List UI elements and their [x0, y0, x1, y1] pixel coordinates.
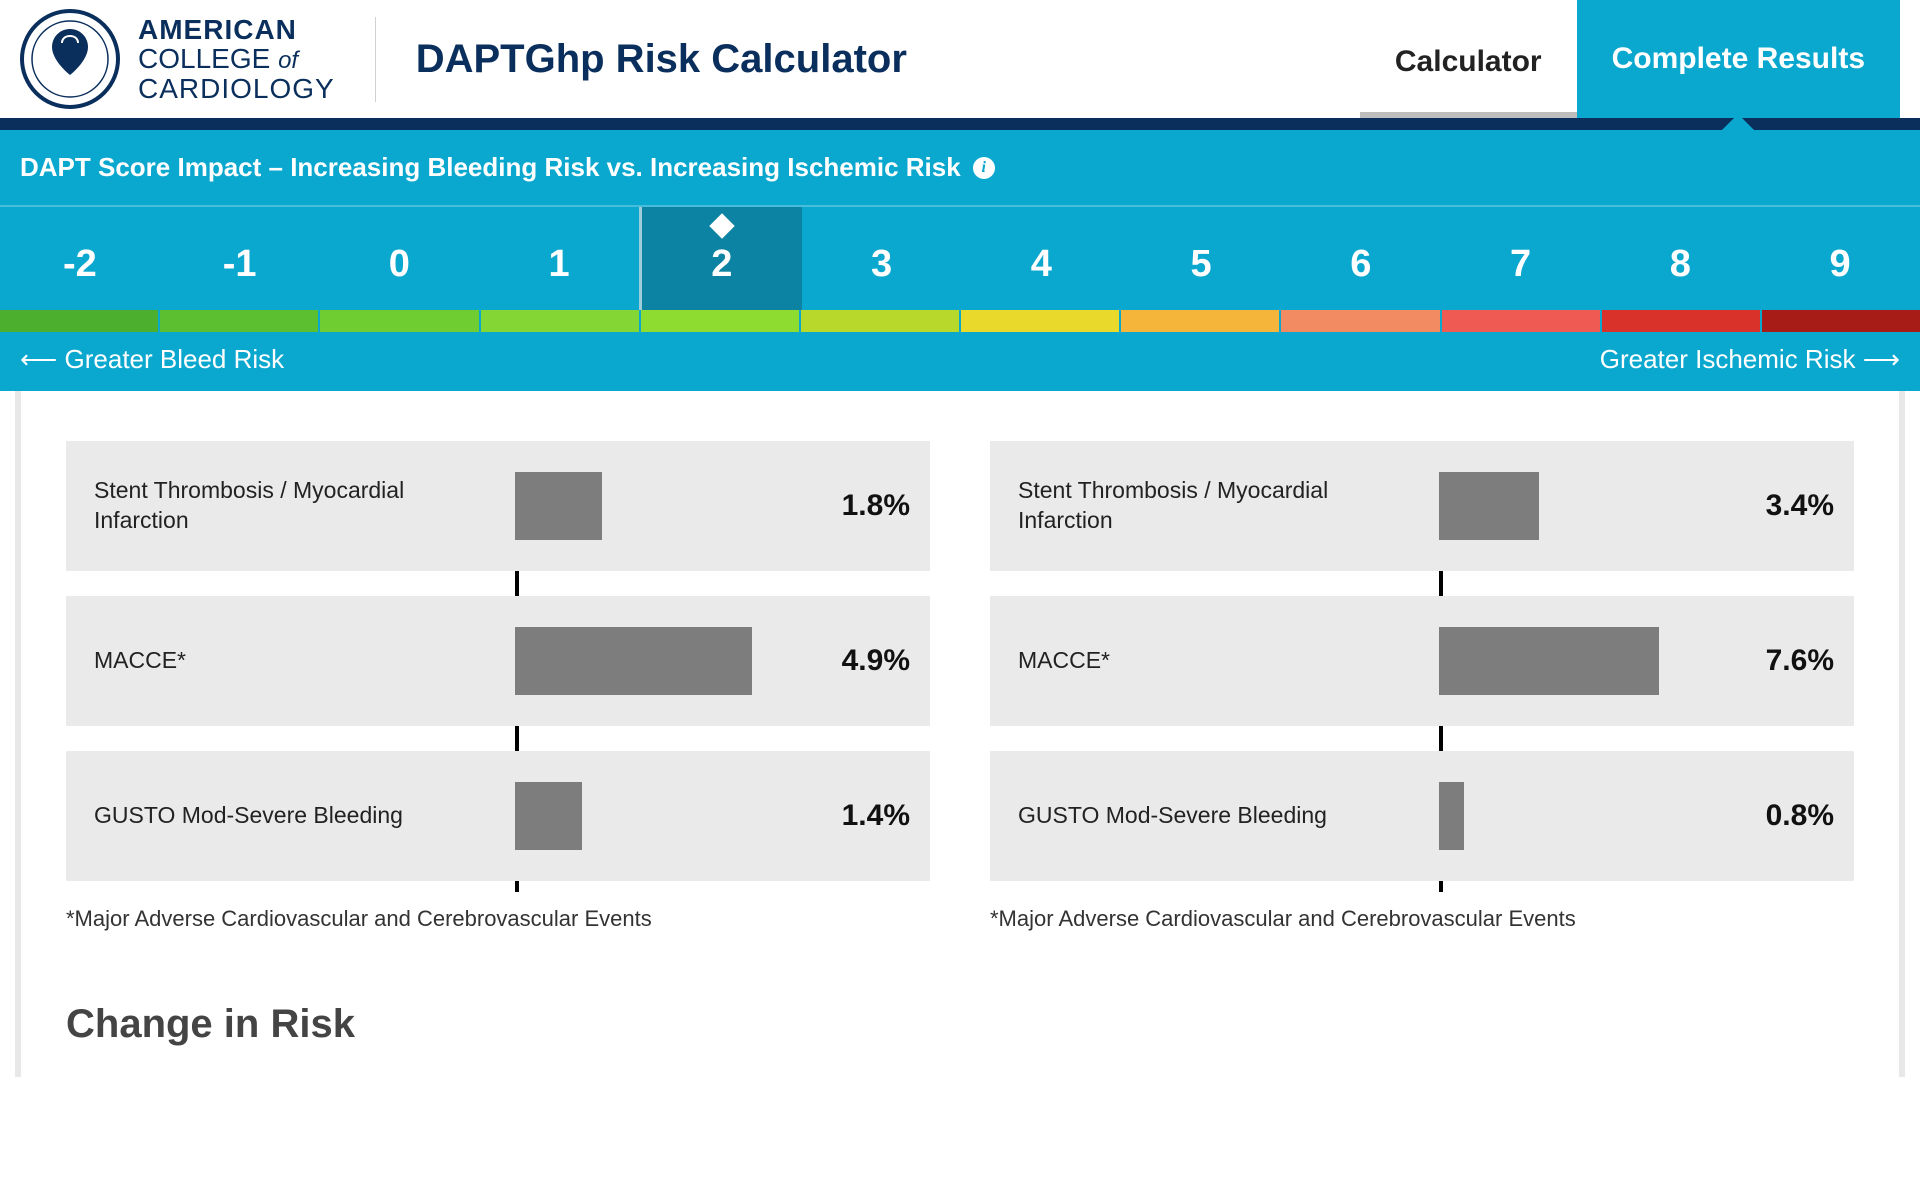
score-cell--2[interactable]: -2	[0, 207, 160, 310]
metric-bar	[1439, 627, 1659, 695]
content: Stent Thrombosis / Myocardial Infarction…	[0, 391, 1920, 1077]
tab-calculator[interactable]: Calculator	[1360, 12, 1577, 112]
metric-bar-area: 7.6%	[1439, 596, 1854, 726]
color-segment	[481, 310, 641, 332]
metric-row: Stent Thrombosis / Myocardial Infarction…	[990, 441, 1854, 571]
score-cell-7[interactable]: 7	[1441, 207, 1601, 310]
arrow-right-icon: ⟶	[1863, 344, 1900, 374]
metric-label: GUSTO Mod-Severe Bleeding	[66, 751, 515, 881]
color-segment	[0, 310, 160, 332]
metric-bar-area: 1.8%	[515, 441, 930, 571]
color-segment	[1602, 310, 1762, 332]
metric-value: 1.4%	[842, 799, 910, 833]
metric-value: 0.8%	[1766, 799, 1834, 833]
color-segment	[1442, 310, 1602, 332]
greater-ischemic-label: Greater Ischemic Risk ⟶	[1600, 344, 1900, 375]
metric-bar	[515, 782, 581, 850]
metric-row: Stent Thrombosis / Myocardial Infarction…	[66, 441, 930, 571]
metric-bar	[1439, 472, 1539, 540]
metric-label: Stent Thrombosis / Myocardial Infarction	[66, 441, 515, 571]
metric-label: GUSTO Mod-Severe Bleeding	[990, 751, 1439, 881]
metric-row: GUSTO Mod-Severe Bleeding 1.4%	[66, 751, 930, 881]
score-cell-2[interactable]: 2	[639, 207, 802, 310]
footnote: *Major Adverse Cardiovascular and Cerebr…	[66, 906, 930, 932]
score-title-text: DAPT Score Impact – Increasing Bleeding …	[20, 152, 961, 183]
color-segment	[1762, 310, 1920, 332]
score-section: DAPT Score Impact – Increasing Bleeding …	[0, 130, 1920, 391]
diamond-icon	[709, 213, 734, 238]
metric-row: MACCE* 4.9%	[66, 596, 930, 726]
score-cell-6[interactable]: 6	[1281, 207, 1441, 310]
content-inner: Stent Thrombosis / Myocardial Infarction…	[15, 391, 1905, 1077]
info-icon[interactable]: i	[973, 157, 995, 179]
score-cell-8[interactable]: 8	[1601, 207, 1761, 310]
metric-row: GUSTO Mod-Severe Bleeding 0.8%	[990, 751, 1854, 881]
color-segment	[1121, 310, 1281, 332]
app-title: DAPTGhp Risk Calculator	[416, 37, 907, 82]
metric-value: 3.4%	[1766, 489, 1834, 523]
score-cell-9[interactable]: 9	[1760, 207, 1920, 310]
score-cell-0[interactable]: 0	[320, 207, 480, 310]
arrow-left-icon: ⟵	[20, 344, 57, 374]
metric-bar-area: 4.9%	[515, 596, 930, 726]
score-cell-5[interactable]: 5	[1121, 207, 1281, 310]
org-logo: AMERICAN COLLEGE of CARDIOLOGY	[20, 9, 335, 109]
color-segment	[961, 310, 1121, 332]
metric-bar	[515, 472, 602, 540]
metric-row: MACCE* 7.6%	[990, 596, 1854, 726]
metric-label: Stent Thrombosis / Myocardial Infarction	[990, 441, 1439, 571]
tabs: Calculator Complete Results	[1360, 0, 1900, 118]
metric-label: MACCE*	[990, 596, 1439, 726]
color-segment	[320, 310, 480, 332]
metric-bar-area: 0.8%	[1439, 751, 1854, 881]
color-segment	[801, 310, 961, 332]
metric-value: 1.8%	[842, 489, 910, 523]
metric-value: 7.6%	[1766, 644, 1834, 678]
score-track: -2-10123456789	[0, 205, 1920, 310]
metric-value: 4.9%	[842, 644, 910, 678]
score-cell-3[interactable]: 3	[802, 207, 962, 310]
divider	[375, 17, 376, 102]
risk-panels: Stent Thrombosis / Myocardial Infarction…	[66, 441, 1854, 932]
change-in-risk-heading: Change in Risk	[66, 1002, 1854, 1047]
score-cell-4[interactable]: 4	[962, 207, 1122, 310]
metric-bar	[1439, 782, 1464, 850]
metric-bar-area: 1.4%	[515, 751, 930, 881]
score-cell-1[interactable]: 1	[479, 207, 639, 310]
org-name: AMERICAN COLLEGE of CARDIOLOGY	[138, 15, 335, 103]
metric-bar-area: 3.4%	[1439, 441, 1854, 571]
panel-left: Stent Thrombosis / Myocardial Infarction…	[66, 441, 930, 932]
acc-seal-icon	[20, 9, 120, 109]
greater-bleed-label: ⟵ Greater Bleed Risk	[20, 344, 284, 375]
metric-bar	[515, 627, 751, 695]
score-cell--1[interactable]: -1	[160, 207, 320, 310]
panel-right: Stent Thrombosis / Myocardial Infarction…	[990, 441, 1854, 932]
footnote: *Major Adverse Cardiovascular and Cerebr…	[990, 906, 1854, 932]
risk-labels: ⟵ Greater Bleed Risk Greater Ischemic Ri…	[0, 332, 1920, 391]
score-color-strip	[0, 310, 1920, 332]
color-segment	[1281, 310, 1441, 332]
color-segment	[160, 310, 320, 332]
score-title: DAPT Score Impact – Increasing Bleeding …	[0, 130, 1920, 205]
header: AMERICAN COLLEGE of CARDIOLOGY DAPTGhp R…	[0, 0, 1920, 130]
tab-complete-results[interactable]: Complete Results	[1577, 0, 1900, 118]
org-line3: CARDIOLOGY	[138, 74, 335, 103]
color-segment	[641, 310, 801, 332]
org-line1: AMERICAN	[138, 15, 335, 44]
metric-label: MACCE*	[66, 596, 515, 726]
org-line2: COLLEGE of	[138, 44, 335, 73]
